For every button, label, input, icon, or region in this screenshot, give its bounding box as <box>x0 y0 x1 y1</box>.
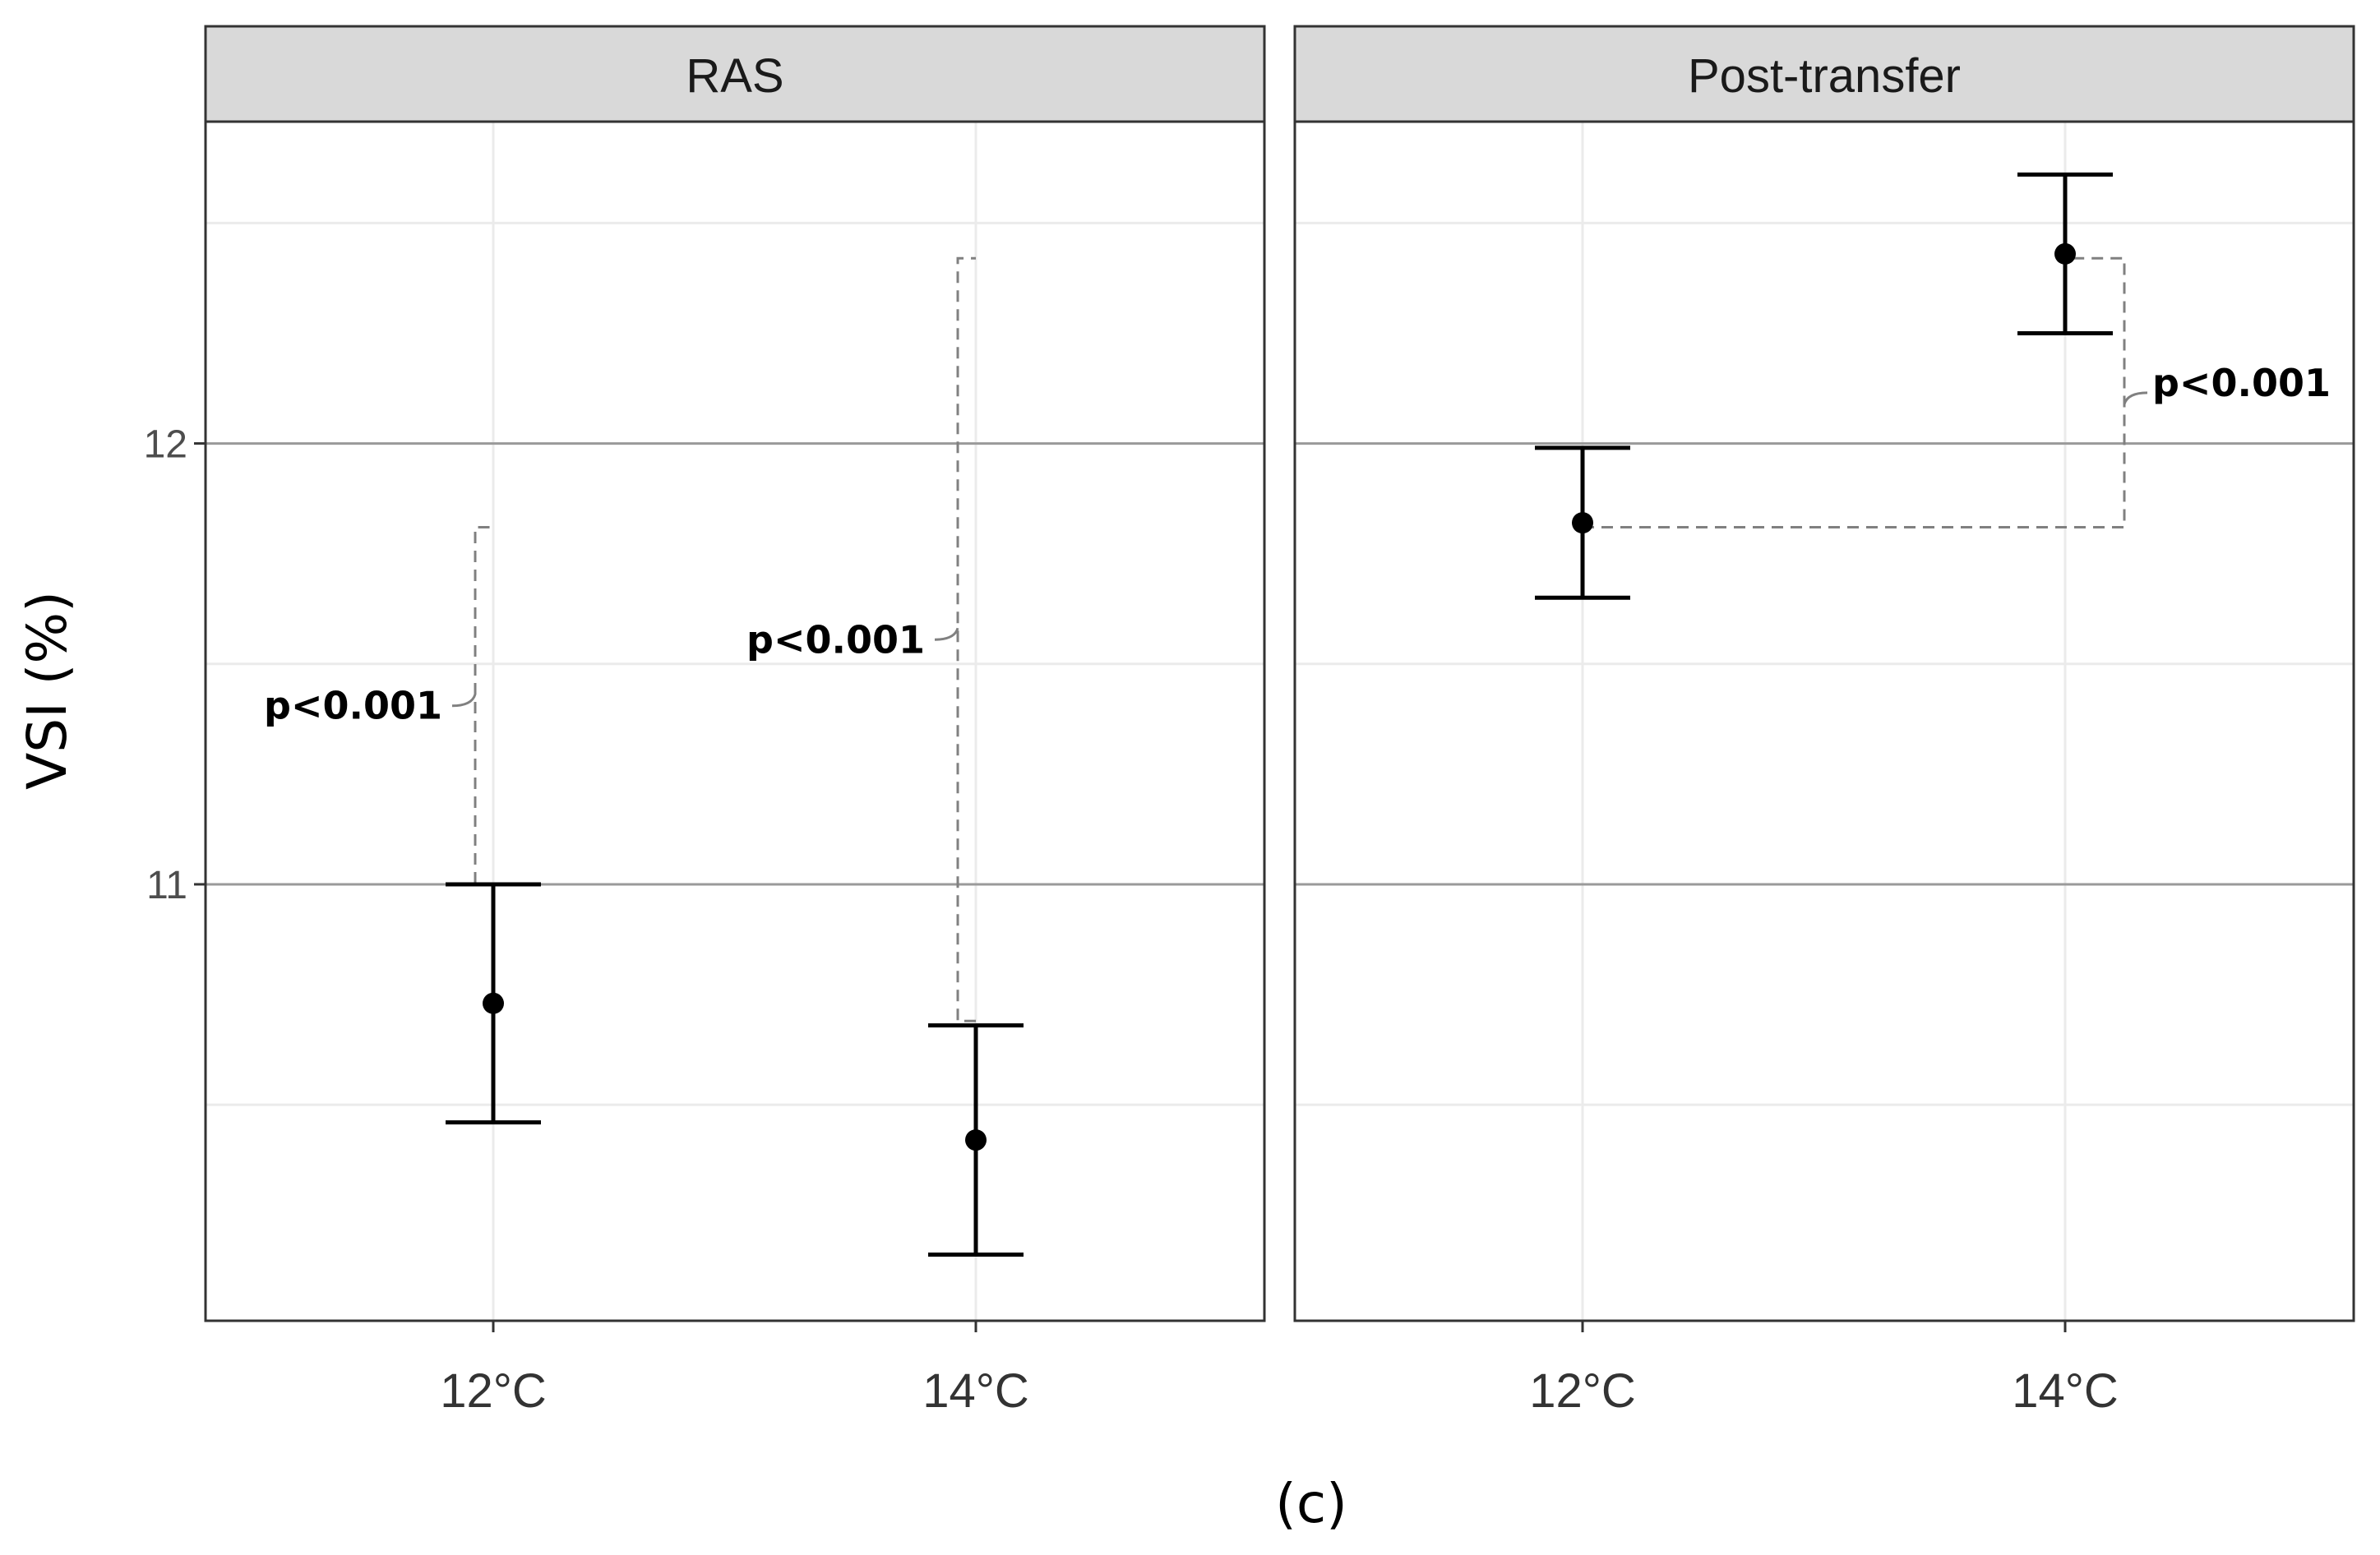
data-point <box>965 1129 987 1151</box>
p-value-label: p<0.001 <box>264 684 442 728</box>
data-point <box>483 992 504 1014</box>
panel-1: Post-transfer 12°C 14°C p<0.001 <box>1293 25 2355 1418</box>
figure-caption: (c) <box>1275 1472 1347 1535</box>
data-point <box>1572 512 1593 534</box>
comparison-bracket <box>956 256 976 1022</box>
x-tick-label: 12°C <box>440 1364 547 1418</box>
comparison-bracket-tick <box>2123 391 2148 405</box>
panel-strip <box>1293 25 2355 123</box>
comparison-bracket-tick <box>934 627 959 641</box>
p-value-label: p<0.001 <box>2152 361 2331 405</box>
x-tick-label: 12°C <box>1529 1364 1636 1418</box>
y-tick-label: 11 <box>146 864 187 907</box>
panel-strip-label: RAS <box>686 49 783 103</box>
y-axis: 11 12 <box>144 423 206 907</box>
data-point <box>2054 242 2076 265</box>
y-axis-title: VSI (%) <box>16 591 79 790</box>
x-tick-label: 14°C <box>2012 1364 2119 1418</box>
panels: RAS 12°C 14°C p<0.001 p<0.001 Post-transfer 12… <box>204 25 2355 1418</box>
comparison-bracket <box>1583 256 2126 528</box>
y-tick-label: 12 <box>144 423 187 467</box>
panel-border <box>204 120 1266 1322</box>
panel-0: RAS 12°C 14°C p<0.001 p<0.001 <box>204 25 1266 1418</box>
comparison-bracket-tick <box>451 694 477 708</box>
x-tick-label: 14°C <box>922 1364 1029 1418</box>
panel-border <box>1293 120 2355 1322</box>
panel-strip <box>204 25 1266 123</box>
panel-strip-label: Post-transfer <box>1688 49 1961 103</box>
p-value-label: p<0.001 <box>746 617 925 662</box>
